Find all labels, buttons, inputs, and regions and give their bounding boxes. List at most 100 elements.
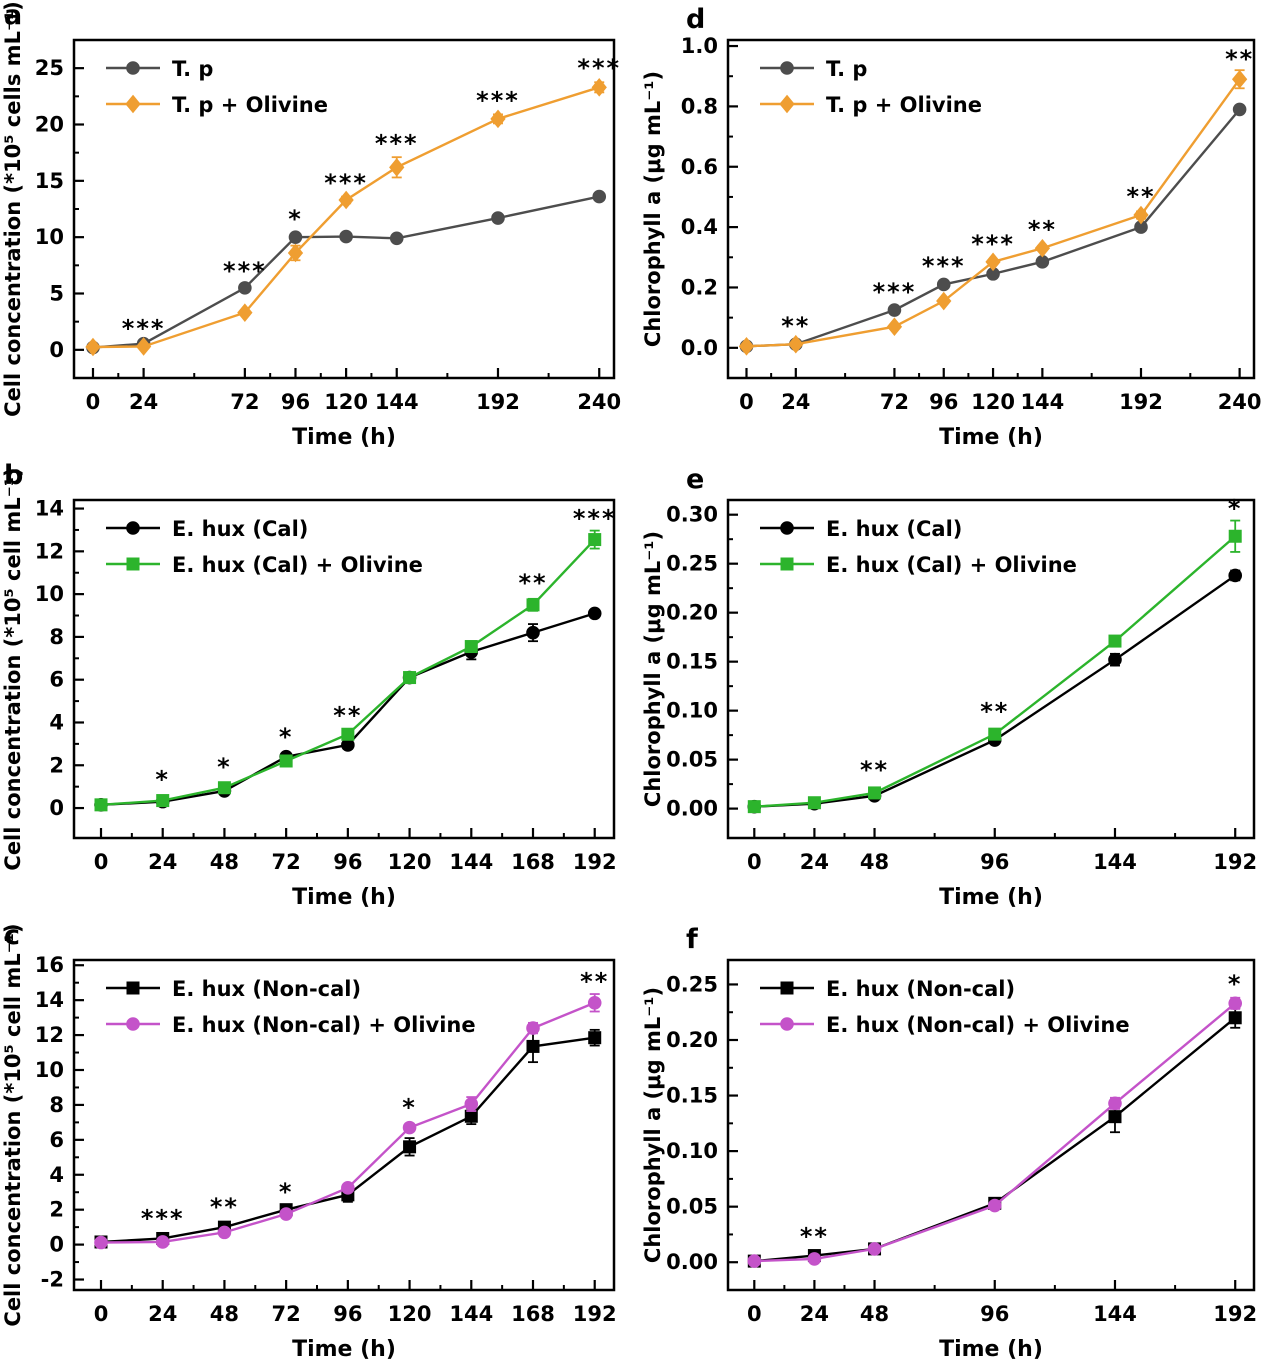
data-point (747, 1254, 762, 1268)
x-tick-label: 24 (148, 1302, 177, 1326)
x-tick-label: 24 (781, 390, 810, 414)
series-line (92, 86, 600, 349)
legend-label: E. hux (Non-cal) (826, 977, 1015, 1001)
series-t-p (739, 102, 1247, 354)
y-tick-label: 6 (49, 1128, 64, 1152)
data-point (1034, 238, 1051, 258)
significance-marker: *** (375, 130, 419, 158)
x-tick-label: 72 (272, 1302, 301, 1326)
legend-label: T. p + Olivine (172, 93, 328, 117)
significance-marker: ** (580, 968, 609, 996)
x-axis-label: Time (h) (292, 885, 396, 910)
series-line (92, 195, 600, 349)
x-tick-label: 192 (573, 850, 617, 874)
x-axis-label: Time (h) (939, 425, 1043, 450)
x-tick-label: 96 (980, 1302, 1009, 1326)
significance-marker: *** (922, 252, 966, 280)
x-tick-label: 24 (800, 850, 829, 874)
data-point (217, 1225, 232, 1240)
x-tick-label: 144 (1020, 390, 1064, 414)
data-point (288, 230, 303, 244)
legend-label: T. p + Olivine (826, 93, 982, 117)
legend: E. hux (Cal) E. hux (Cal) + Olivine (106, 517, 423, 577)
panel-letter-f: f (686, 924, 698, 955)
x-tick-label: 72 (272, 850, 301, 874)
y-axis-label: Chlorophyll a (μg mL⁻¹) (641, 531, 665, 807)
y-tick-label: 0.4 (681, 215, 718, 239)
x-tick-label: 0 (747, 850, 762, 874)
data-point (738, 337, 755, 356)
data-point (464, 1097, 479, 1111)
data-point (592, 189, 607, 204)
x-tick-label: 0 (747, 1302, 762, 1326)
panel-letter-a: a (4, 0, 23, 31)
significance-marker: *** (476, 87, 520, 115)
significance-marker: *** (223, 257, 267, 285)
x-tick-label: 192 (573, 1302, 617, 1326)
significance-marker: ** (210, 1193, 239, 1221)
y-axis-label: Cell concentration (*10⁵ cell mL⁻¹) (1, 467, 25, 870)
data-point (587, 995, 602, 1010)
legend-marker (125, 94, 141, 114)
significance-marker: * (217, 753, 232, 781)
x-tick-label: 192 (1213, 1302, 1257, 1326)
legend-label: E. hux (Non-cal) + Olivine (172, 1013, 476, 1037)
series-e-hux-cal-olivine (94, 529, 602, 812)
data-point (588, 1031, 602, 1045)
data-point (402, 1120, 417, 1135)
x-tick-label: 96 (929, 390, 958, 414)
chart-a-cell-concentration-tp: 0 24 72 96 120 144 192 2400510152025***********… (1, 1, 621, 450)
panel-c: c 0 24 48 72 96 120 144 168 192 -2 0 2 4 6 8 10 12 14 16 **… (0, 920, 640, 1372)
data-point (217, 781, 231, 795)
y-tick-label: 0.05 (666, 748, 718, 772)
y-tick-label: 2 (49, 753, 64, 777)
y-tick-label: 0.8 (681, 94, 718, 118)
legend-label: E. hux (Cal) + Olivine (826, 553, 1077, 577)
data-point (237, 303, 253, 322)
legend-marker (779, 94, 795, 114)
x-tick-label: 192 (1213, 850, 1257, 874)
significance-marker: *** (122, 314, 166, 342)
data-point (1108, 1096, 1122, 1111)
y-tick-label: 12 (35, 1023, 64, 1047)
y-tick-label: 14 (35, 497, 64, 521)
series-t-p-olivine (738, 69, 1248, 356)
legend: T. p T. p + Olivine (106, 57, 328, 117)
y-tick-label: 0.0 (681, 336, 718, 360)
series-e-hux-cal-olivine (747, 519, 1242, 814)
legend-label: E. hux (Cal) (826, 517, 962, 541)
data-point (490, 109, 506, 129)
y-tick-label: 5 (49, 282, 64, 306)
x-tick-label: 240 (1218, 390, 1262, 414)
legend-label: E. hux (Cal) + Olivine (172, 553, 423, 577)
chart-f-chlorophyll-ehux-noncal: 0 24 48 96 144 1920.000.050.100.150.200.25***… (641, 958, 1257, 1362)
data-point (867, 1242, 882, 1256)
data-point (526, 1021, 540, 1035)
y-tick-label: 10 (35, 225, 64, 249)
data-point (155, 1235, 170, 1249)
y-tick-label: 0.25 (666, 972, 718, 996)
significance-marker: * (279, 1178, 294, 1206)
x-tick-label: 168 (511, 1302, 555, 1326)
legend-label: T. p (826, 57, 867, 81)
legend: E. hux (Non-cal) E. hux (Non-cal) + Olivi… (106, 977, 476, 1037)
chart-d-chlorophyll-tp: 0 24 72 96 120 144 192 2400.00.20.40.60.81.0***… (641, 34, 1262, 450)
data-point (886, 317, 903, 336)
series-line (754, 1002, 1236, 1263)
y-tick-label: 0 (49, 796, 64, 820)
y-tick-label: 0.30 (666, 503, 718, 527)
data-point (1228, 529, 1242, 543)
legend-marker (126, 61, 140, 75)
x-tick-label: 144 (1093, 850, 1137, 874)
significance-marker: ** (1225, 45, 1254, 73)
legend-marker (126, 521, 140, 535)
plot-frame (726, 958, 1256, 1292)
y-tick-label: 0.05 (666, 1195, 718, 1219)
x-axis-label: Time (h) (939, 1337, 1043, 1362)
panel-f: f 0 24 48 96 144 192 0.00 0.05 0.10 0.15 0.20 0.25 *… (640, 920, 1280, 1372)
y-axis-label: Cell concentration (*10⁵ cells mL⁻¹) (1, 1, 25, 417)
series-e-hux-non-cal-olivine (747, 996, 1243, 1268)
x-tick-label: 0 (739, 390, 754, 414)
panel-b: b 0 24 48 72 96 120 144 168 192 0 2 4 6 8 10 12 14 * * * ** *… (0, 460, 640, 920)
y-tick-label: 0.15 (666, 1084, 718, 1108)
